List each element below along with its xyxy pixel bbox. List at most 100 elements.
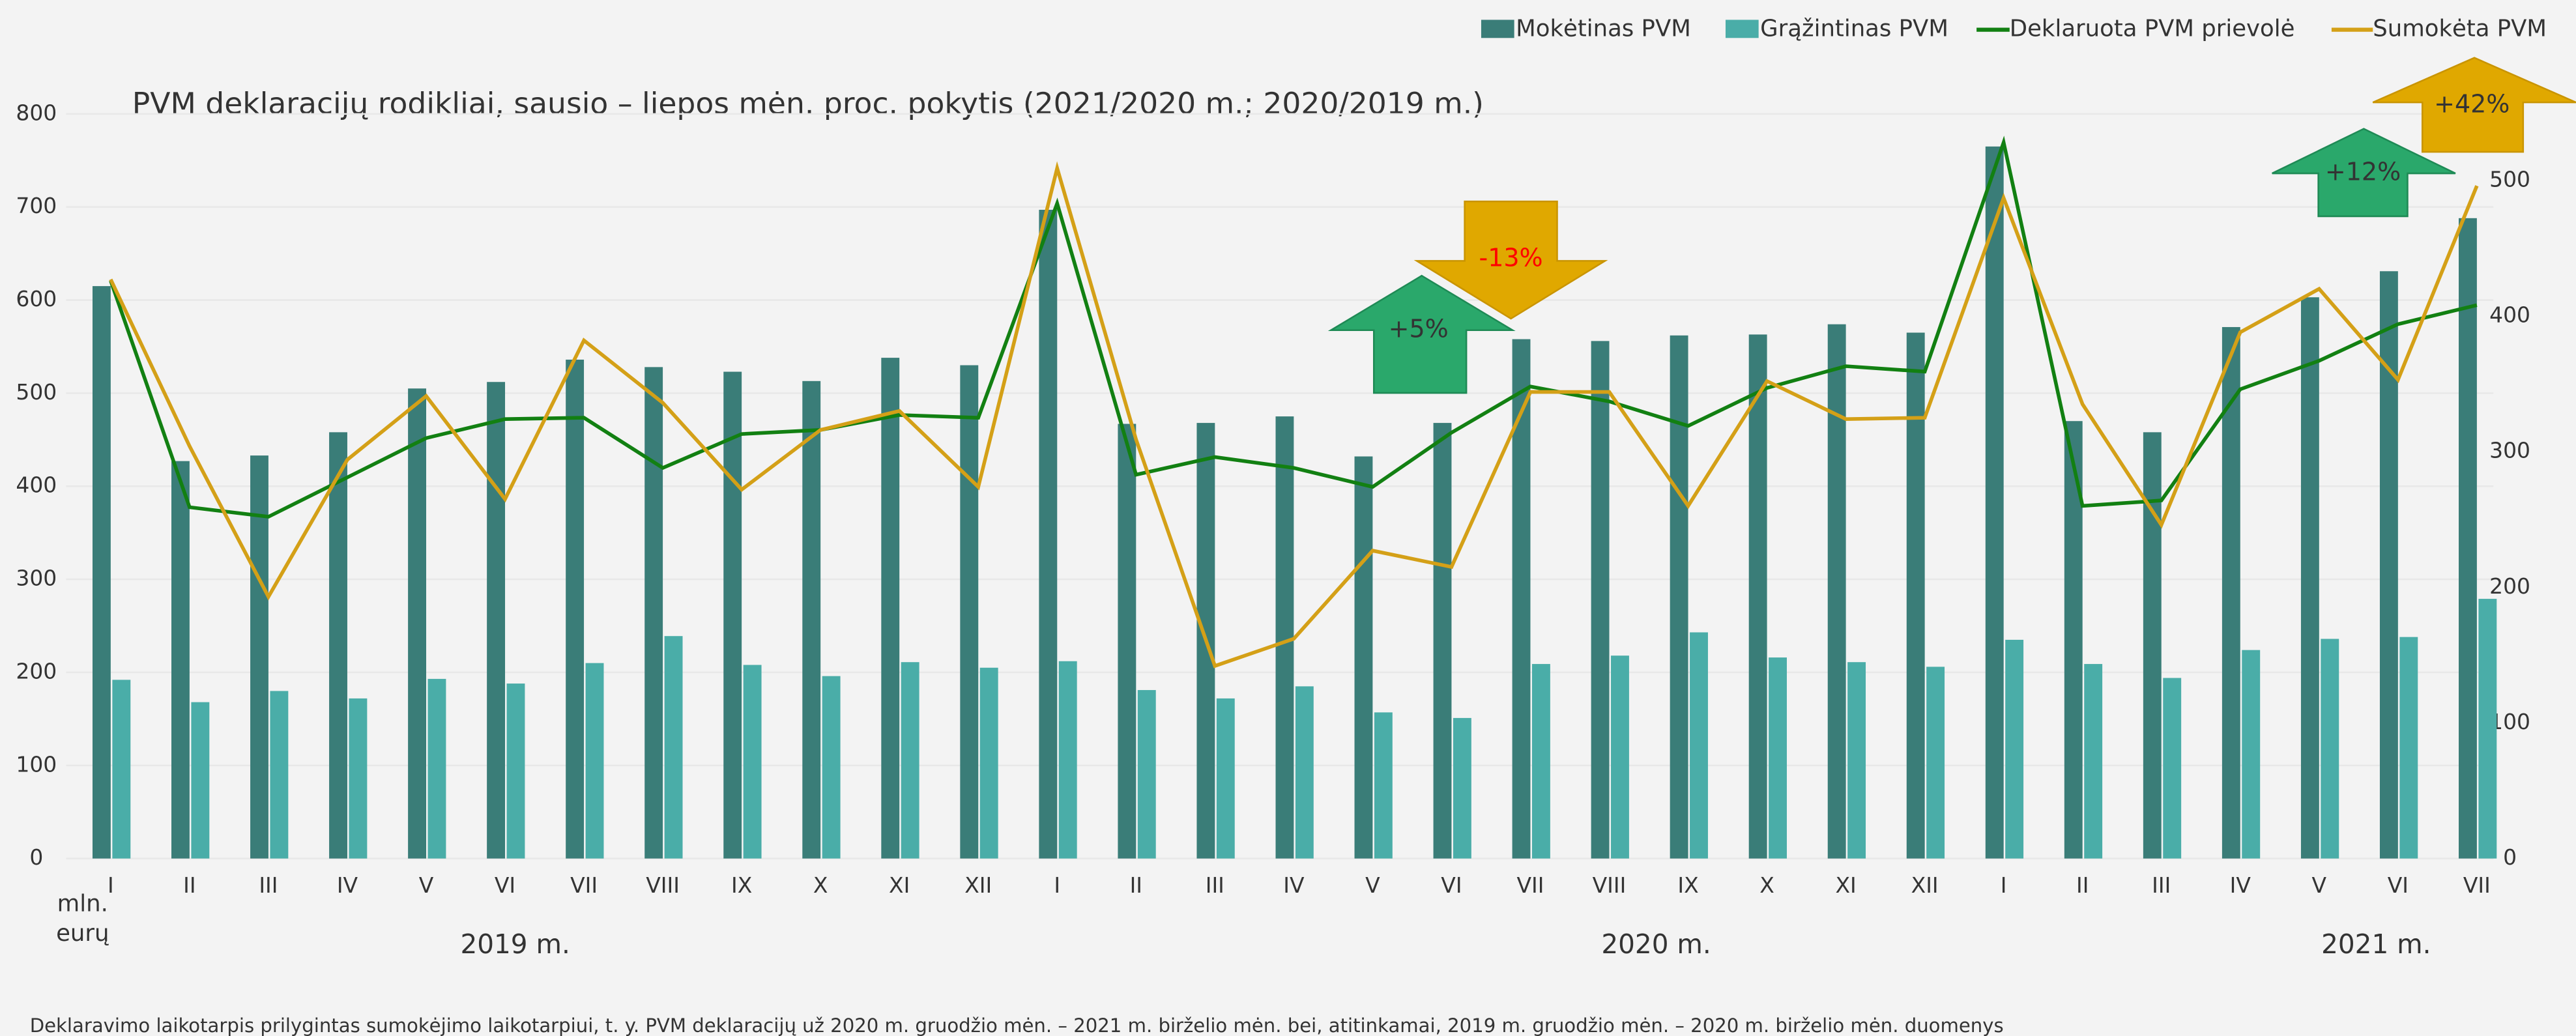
y-tick-label: 700 xyxy=(16,193,57,218)
x-tick-label: VII xyxy=(570,872,598,898)
bar xyxy=(1216,698,1235,859)
y2-tick-label: 400 xyxy=(2489,302,2530,327)
bar xyxy=(1433,423,1452,859)
bar xyxy=(1058,661,1077,859)
x-tick-label: XII xyxy=(1911,872,1939,898)
x-tick-label: I xyxy=(2001,872,2007,898)
bar xyxy=(1137,690,1156,859)
bar xyxy=(2005,639,2024,859)
legend-label: Mokėtinas PVM xyxy=(1516,16,1691,42)
bar xyxy=(1611,655,1629,859)
x-tick-label: II xyxy=(183,872,195,898)
y2-tick-label: 0 xyxy=(2503,844,2517,870)
x-tick-label: III xyxy=(1206,872,1224,898)
x-tick-label: VI xyxy=(1441,872,1462,898)
x-tick-label: IV xyxy=(337,872,358,898)
bar xyxy=(1354,456,1373,859)
legend-label: Sumokėta PVM xyxy=(2373,16,2547,42)
bar xyxy=(2242,650,2261,859)
chart-title: PVM deklaracijų rodikliai, sausio – liep… xyxy=(132,87,1484,121)
line-series xyxy=(109,161,2479,669)
y2-tick-label: 200 xyxy=(2489,573,2530,599)
legend-label: Deklaruota PVM prievolė xyxy=(2010,16,2295,42)
bar xyxy=(349,698,368,859)
annotation-arrow xyxy=(2272,128,2456,218)
annotation-label: +42% xyxy=(2434,90,2510,119)
x-tick-label: III xyxy=(2152,872,2171,898)
bar xyxy=(427,678,446,859)
y-axis-label: mln. xyxy=(57,891,108,917)
bar xyxy=(901,662,919,859)
bar xyxy=(2084,664,2103,859)
x-tick-label: X xyxy=(1759,872,1774,898)
bar xyxy=(112,680,131,859)
x-tick-label: IX xyxy=(731,872,752,898)
bar xyxy=(2300,297,2319,859)
bar xyxy=(191,702,210,859)
x-tick-label: II xyxy=(2076,872,2089,898)
bar xyxy=(1039,209,1058,859)
bar xyxy=(92,286,111,859)
x-tick-label: III xyxy=(259,872,278,898)
bar xyxy=(743,665,762,859)
footnote: Deklaravimo laikotarpis prilygintas sumo… xyxy=(30,1014,2004,1036)
bar xyxy=(329,432,347,859)
x-tick-label: I xyxy=(1054,872,1060,898)
y-tick-label: 100 xyxy=(16,751,57,777)
y-tick-label: 600 xyxy=(16,286,57,311)
bar xyxy=(1670,335,1688,859)
bar xyxy=(881,358,900,859)
year-label: 2021 m. xyxy=(2321,928,2431,960)
x-tick-label: VII xyxy=(2463,872,2491,898)
bar xyxy=(1453,717,1471,859)
bar xyxy=(1591,341,1610,859)
x-tick-label: V xyxy=(419,872,434,898)
x-tick-label: XI xyxy=(1835,872,1856,898)
bar xyxy=(1847,662,1866,859)
y-tick-label: 400 xyxy=(16,472,57,498)
bar xyxy=(822,676,841,859)
bar xyxy=(1690,632,1708,859)
bar xyxy=(2459,218,2477,859)
bar xyxy=(270,691,289,859)
y2-tick-label: 500 xyxy=(2489,166,2530,192)
bar xyxy=(2399,637,2418,859)
y-tick-label: 800 xyxy=(16,100,57,125)
x-tick-label: XII xyxy=(964,872,992,898)
bar xyxy=(1748,334,1767,859)
bar xyxy=(1118,424,1136,859)
bar xyxy=(664,636,683,859)
x-tick-label: VII xyxy=(1516,872,1544,898)
x-tick-label: II xyxy=(1130,872,1142,898)
bar xyxy=(1985,146,2004,859)
bar xyxy=(2221,326,2240,859)
x-tick-label: VI xyxy=(495,872,515,898)
bar xyxy=(1512,339,1531,859)
bar xyxy=(1827,324,1846,859)
x-tick-label: IX xyxy=(1677,872,1698,898)
x-tick-label: X xyxy=(813,872,828,898)
bar xyxy=(1926,667,1945,859)
x-tick-label: IV xyxy=(2230,872,2251,898)
annotation-arrow xyxy=(2372,57,2576,153)
bar xyxy=(2143,432,2162,859)
bar xyxy=(1275,416,1294,859)
x-tick-label: XI xyxy=(889,872,910,898)
y-tick-label: 300 xyxy=(16,566,57,591)
bar xyxy=(723,371,742,859)
x-tick-label: V xyxy=(2312,872,2327,898)
y-tick-label: 500 xyxy=(16,379,57,405)
bar xyxy=(487,382,506,859)
x-tick-label: VIII xyxy=(646,872,680,898)
bar xyxy=(506,683,525,859)
y-tick-label: 0 xyxy=(29,844,43,870)
legend-swatch xyxy=(1725,20,1759,38)
bar xyxy=(585,663,604,859)
bar xyxy=(250,455,268,859)
y-tick-label: 200 xyxy=(16,658,57,683)
annotation-arrow xyxy=(1327,274,1516,394)
x-tick-label: VI xyxy=(2388,872,2409,898)
annotation-label: +12% xyxy=(2325,158,2401,186)
bar xyxy=(1374,712,1393,859)
